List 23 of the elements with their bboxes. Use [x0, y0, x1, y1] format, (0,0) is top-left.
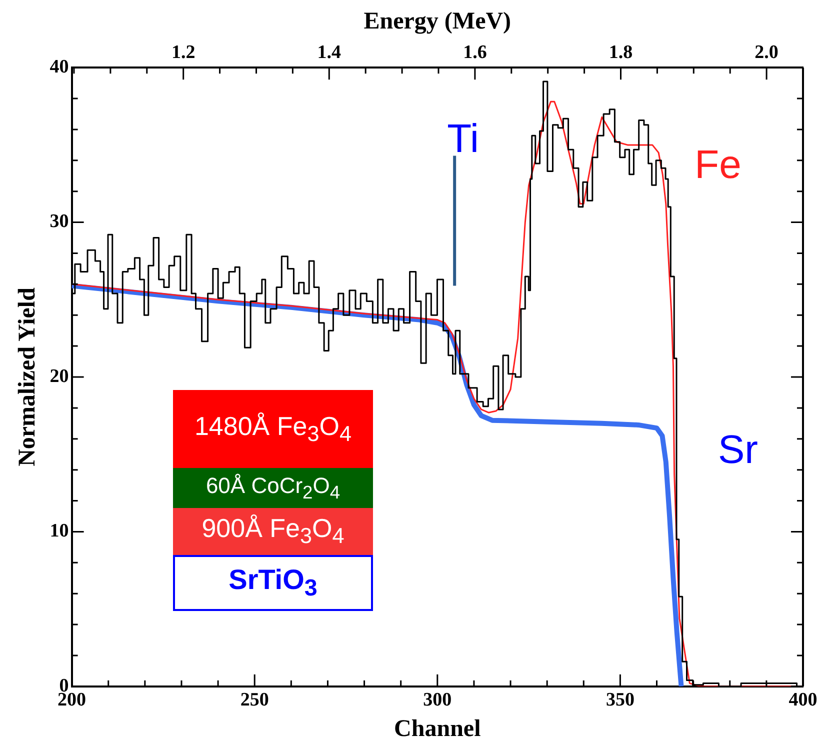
- y-tick-label: 20: [50, 366, 69, 387]
- annotation: 60Å CoCr$_{2}$O$_{4}$: [206, 472, 340, 504]
- y-tick-label: 30: [50, 211, 69, 232]
- x2-tick-label: 1.2: [171, 42, 196, 64]
- x2-tick-label: 1.6: [463, 42, 487, 64]
- y-tick-label: 40: [50, 56, 69, 78]
- x2-tick-label: 1.4: [317, 42, 342, 64]
- x-tick-label: 350: [606, 690, 634, 711]
- annotation: 1480Å Fe$_{3}$O$_{4}$: [194, 410, 352, 448]
- x-tick-label: 400: [788, 690, 818, 711]
- x-tick-label: 250: [240, 690, 269, 711]
- annotation: Ti: [447, 117, 479, 161]
- annotation: 900Å Fe$_{3}$O$_{4}$: [202, 513, 344, 550]
- y-axis-title: Normalized Yield: [14, 286, 41, 466]
- y-tick-label: 10: [50, 520, 69, 542]
- annotation: SrTiO$_{3}$: [228, 564, 318, 602]
- x2-axis-title: Energy (MeV): [364, 8, 512, 35]
- x-axis-title: Channel: [394, 716, 482, 742]
- annotation: Sr: [718, 428, 758, 472]
- x-tick-label: 300: [423, 690, 452, 711]
- x2-tick-label: 1.8: [608, 42, 633, 64]
- x2-tick-label: 2.0: [754, 42, 778, 64]
- annotation: Fe: [694, 143, 742, 187]
